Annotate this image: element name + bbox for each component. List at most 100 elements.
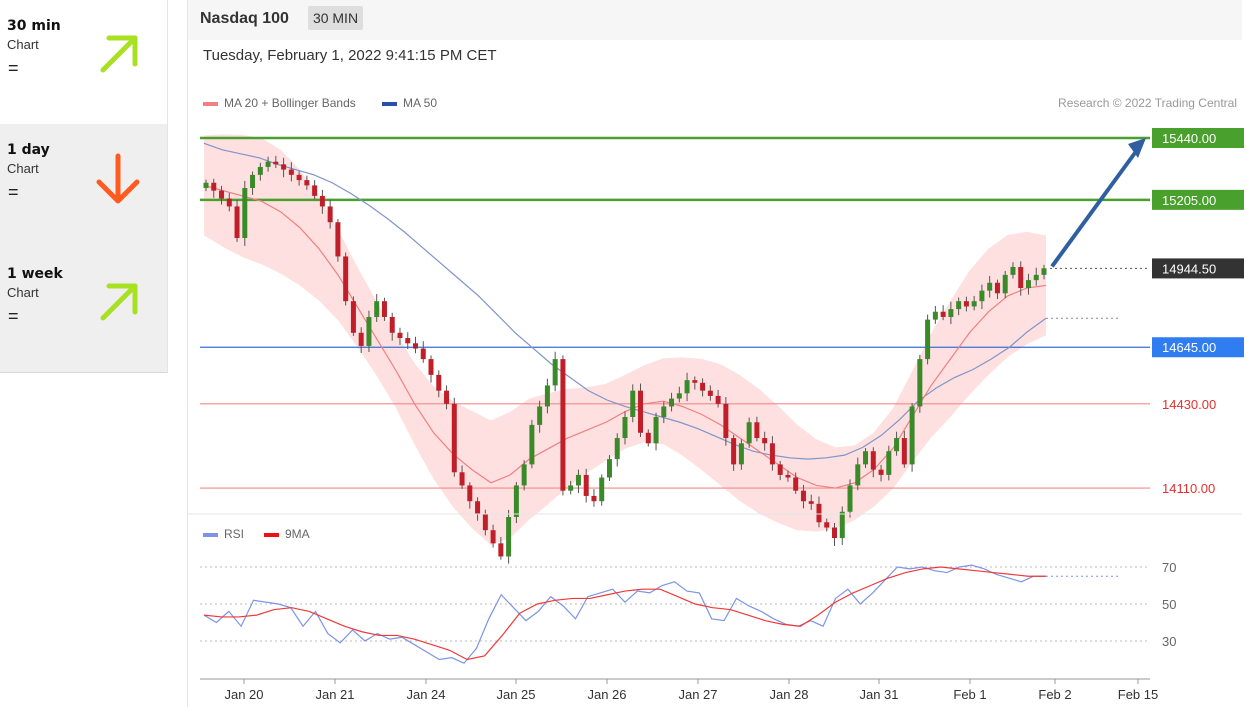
timeframe-name: 1 day	[7, 142, 50, 158]
level-tag-1	[1152, 189, 1244, 210]
level-tag-2	[1152, 258, 1244, 279]
candle	[855, 464, 861, 486]
x-label-2: Jan 24	[406, 687, 445, 702]
candle	[661, 406, 667, 417]
candle	[669, 398, 675, 407]
timeframe-name: 1 week	[7, 266, 63, 282]
candle	[738, 443, 744, 465]
candle	[932, 311, 938, 320]
level-label-5: 14110.00	[1162, 481, 1215, 496]
candle	[870, 451, 876, 470]
target-arrowhead	[1128, 138, 1146, 158]
candle	[405, 338, 411, 344]
candle	[700, 382, 706, 391]
candle	[731, 438, 737, 465]
timeframe-sidebar: 30 min Chart = 1 day Chart = 1 week Char…	[0, 0, 168, 373]
candle	[428, 359, 434, 375]
candle	[839, 511, 845, 539]
candle	[940, 311, 946, 317]
candle	[754, 422, 760, 439]
candle	[343, 256, 349, 302]
x-label-1: Jan 21	[315, 687, 354, 702]
legend-9ma: 9MA	[264, 527, 310, 541]
candle	[475, 501, 481, 515]
candle	[560, 359, 566, 491]
candle	[1002, 274, 1008, 294]
x-label-8: Feb 1	[953, 687, 986, 702]
candle	[863, 451, 869, 465]
level-tag-3	[1152, 337, 1244, 358]
timeframe-badge[interactable]: 30 MIN	[308, 6, 363, 30]
candle	[490, 530, 496, 544]
candle	[265, 161, 271, 167]
candle	[909, 406, 915, 465]
x-label-4: Jan 26	[587, 687, 626, 702]
candle	[413, 343, 418, 349]
candle	[1033, 274, 1039, 281]
x-label-10: Feb 15	[1118, 687, 1158, 702]
x-label-5: Jan 27	[678, 687, 717, 702]
candle	[684, 380, 690, 394]
legend-rsi: RSI	[203, 527, 244, 541]
legend-ma50-label: MA 50	[403, 96, 438, 110]
candle	[808, 501, 814, 504]
level-label-2: 14944.50	[1162, 261, 1216, 276]
candle	[785, 474, 791, 478]
candle	[746, 422, 752, 444]
candle	[956, 301, 962, 310]
candle	[1018, 266, 1024, 289]
candle	[366, 316, 372, 346]
candle	[979, 290, 985, 302]
instrument-title: Nasdaq 100	[200, 10, 289, 27]
level-tag-0	[1152, 128, 1244, 148]
candle	[847, 485, 853, 512]
candle	[459, 472, 465, 486]
candle	[762, 438, 768, 444]
candle	[250, 174, 256, 189]
ma50-line	[203, 142, 1047, 460]
candle	[257, 166, 263, 175]
candle	[436, 374, 442, 391]
candle	[467, 485, 473, 502]
timeframe-1week[interactable]: 1 week Chart =	[0, 248, 167, 373]
candle	[878, 469, 884, 475]
timeframe-1day[interactable]: 1 day Chart =	[0, 124, 167, 249]
level-label-4: 14430.00	[1162, 397, 1216, 412]
candle	[645, 432, 651, 444]
candle	[816, 503, 822, 523]
candle	[925, 319, 931, 360]
rsi-tick-1: 50	[1162, 597, 1176, 612]
timeframe-sub: Chart	[7, 37, 39, 52]
candle	[622, 416, 628, 439]
candle	[723, 403, 729, 439]
candle	[692, 380, 698, 383]
candle	[1010, 266, 1016, 275]
candle	[451, 403, 457, 473]
candle	[444, 390, 450, 404]
arrow-up-right-icon	[100, 283, 138, 321]
candle	[513, 485, 519, 518]
candle	[381, 301, 387, 317]
candle	[575, 474, 581, 486]
candle	[234, 206, 240, 239]
candle	[769, 443, 775, 465]
candle	[529, 424, 535, 465]
target-arrow	[1050, 144, 1142, 268]
chart-header	[188, 0, 1242, 40]
x-label-3: Jan 25	[496, 687, 535, 702]
timeframe-name: 30 min	[7, 18, 61, 34]
candle	[389, 316, 395, 333]
candle	[824, 522, 830, 528]
candle	[506, 517, 512, 557]
timeframe-sub: Chart	[7, 285, 39, 300]
research-credit: Research © 2022 Trading Central	[1058, 96, 1237, 110]
candle	[707, 390, 713, 396]
timeframe-eq: =	[8, 182, 19, 202]
panel-divider	[187, 0, 188, 707]
candle	[203, 182, 209, 189]
candle	[296, 174, 302, 181]
candle	[374, 301, 380, 317]
timeframe-30min[interactable]: 30 min Chart =	[0, 0, 167, 125]
level-label-0: 15440.00	[1162, 131, 1216, 146]
candle	[288, 169, 294, 175]
